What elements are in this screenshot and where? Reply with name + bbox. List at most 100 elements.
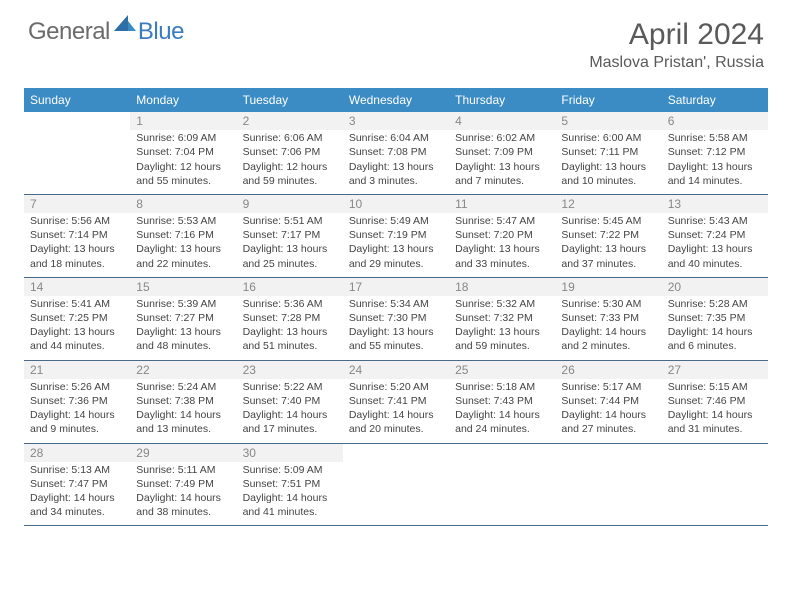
day-number: 14 — [24, 278, 130, 296]
day-number: 28 — [24, 444, 130, 462]
calendar-row: 1Sunrise: 6:09 AMSunset: 7:04 PMDaylight… — [24, 112, 768, 194]
daylight-line-1: Daylight: 14 hours — [136, 491, 230, 505]
calendar-cell: 9Sunrise: 5:51 AMSunset: 7:17 PMDaylight… — [237, 194, 343, 277]
calendar-cell: 29Sunrise: 5:11 AMSunset: 7:49 PMDayligh… — [130, 443, 236, 526]
sunrise-line: Sunrise: 6:00 AM — [561, 131, 655, 145]
daylight-line-1: Daylight: 13 hours — [349, 242, 443, 256]
daylight-line-1: Daylight: 14 hours — [561, 325, 655, 339]
sunset-line: Sunset: 7:28 PM — [243, 311, 337, 325]
daylight-line-1: Daylight: 14 hours — [668, 408, 762, 422]
daylight-line-1: Daylight: 14 hours — [561, 408, 655, 422]
daylight-line-2: and 59 minutes. — [243, 174, 337, 188]
sunrise-line: Sunrise: 5:39 AM — [136, 297, 230, 311]
day-content: Sunrise: 5:39 AMSunset: 7:27 PMDaylight:… — [136, 297, 230, 354]
sunrise-line: Sunrise: 5:11 AM — [136, 463, 230, 477]
day-number: 13 — [662, 195, 768, 213]
day-content: Sunrise: 5:53 AMSunset: 7:16 PMDaylight:… — [136, 214, 230, 271]
daylight-line-1: Daylight: 13 hours — [455, 160, 549, 174]
calendar-cell: 13Sunrise: 5:43 AMSunset: 7:24 PMDayligh… — [662, 194, 768, 277]
day-content: Sunrise: 5:49 AMSunset: 7:19 PMDaylight:… — [349, 214, 443, 271]
sunrise-line: Sunrise: 6:06 AM — [243, 131, 337, 145]
daylight-line-1: Daylight: 13 hours — [136, 325, 230, 339]
day-number: 1 — [130, 112, 236, 130]
sunset-line: Sunset: 7:06 PM — [243, 145, 337, 159]
day-number: 5 — [555, 112, 661, 130]
daylight-line-2: and 55 minutes. — [349, 339, 443, 353]
sunrise-line: Sunrise: 5:20 AM — [349, 380, 443, 394]
sunset-line: Sunset: 7:36 PM — [30, 394, 124, 408]
daylight-line-2: and 7 minutes. — [455, 174, 549, 188]
day-content: Sunrise: 5:41 AMSunset: 7:25 PMDaylight:… — [30, 297, 124, 354]
sunrise-line: Sunrise: 5:45 AM — [561, 214, 655, 228]
day-number: 16 — [237, 278, 343, 296]
daylight-line-2: and 34 minutes. — [30, 505, 124, 519]
day-number: 27 — [662, 361, 768, 379]
calendar-header-row: Sunday Monday Tuesday Wednesday Thursday… — [24, 88, 768, 112]
daylight-line-2: and 44 minutes. — [30, 339, 124, 353]
day-number: 30 — [237, 444, 343, 462]
calendar-cell: 15Sunrise: 5:39 AMSunset: 7:27 PMDayligh… — [130, 277, 236, 360]
weekday-header: Monday — [130, 88, 236, 112]
sunrise-line: Sunrise: 5:30 AM — [561, 297, 655, 311]
weekday-header: Wednesday — [343, 88, 449, 112]
day-content: Sunrise: 5:28 AMSunset: 7:35 PMDaylight:… — [668, 297, 762, 354]
calendar-cell: 18Sunrise: 5:32 AMSunset: 7:32 PMDayligh… — [449, 277, 555, 360]
day-content: Sunrise: 5:51 AMSunset: 7:17 PMDaylight:… — [243, 214, 337, 271]
day-content: Sunrise: 5:30 AMSunset: 7:33 PMDaylight:… — [561, 297, 655, 354]
day-content: Sunrise: 5:17 AMSunset: 7:44 PMDaylight:… — [561, 380, 655, 437]
day-content: Sunrise: 5:15 AMSunset: 7:46 PMDaylight:… — [668, 380, 762, 437]
day-content: Sunrise: 5:43 AMSunset: 7:24 PMDaylight:… — [668, 214, 762, 271]
daylight-line-2: and 10 minutes. — [561, 174, 655, 188]
day-number: 24 — [343, 361, 449, 379]
sunset-line: Sunset: 7:33 PM — [561, 311, 655, 325]
sunset-line: Sunset: 7:24 PM — [668, 228, 762, 242]
daylight-line-2: and 24 minutes. — [455, 422, 549, 436]
sunrise-line: Sunrise: 6:02 AM — [455, 131, 549, 145]
calendar-cell — [24, 112, 130, 194]
logo: General Blue — [28, 18, 184, 46]
sunset-line: Sunset: 7:27 PM — [136, 311, 230, 325]
day-content: Sunrise: 6:00 AMSunset: 7:11 PMDaylight:… — [561, 131, 655, 188]
calendar-cell: 2Sunrise: 6:06 AMSunset: 7:06 PMDaylight… — [237, 112, 343, 194]
daylight-line-2: and 48 minutes. — [136, 339, 230, 353]
day-content: Sunrise: 5:11 AMSunset: 7:49 PMDaylight:… — [136, 463, 230, 520]
calendar-cell: 10Sunrise: 5:49 AMSunset: 7:19 PMDayligh… — [343, 194, 449, 277]
calendar-cell: 11Sunrise: 5:47 AMSunset: 7:20 PMDayligh… — [449, 194, 555, 277]
daylight-line-1: Daylight: 12 hours — [136, 160, 230, 174]
day-content: Sunrise: 5:18 AMSunset: 7:43 PMDaylight:… — [455, 380, 549, 437]
day-content: Sunrise: 6:09 AMSunset: 7:04 PMDaylight:… — [136, 131, 230, 188]
daylight-line-1: Daylight: 13 hours — [243, 325, 337, 339]
day-content: Sunrise: 5:22 AMSunset: 7:40 PMDaylight:… — [243, 380, 337, 437]
sunset-line: Sunset: 7:09 PM — [455, 145, 549, 159]
daylight-line-1: Daylight: 13 hours — [30, 325, 124, 339]
day-number: 20 — [662, 278, 768, 296]
calendar-cell: 12Sunrise: 5:45 AMSunset: 7:22 PMDayligh… — [555, 194, 661, 277]
header: General Blue April 2024 Maslova Pristan'… — [0, 0, 792, 80]
daylight-line-1: Daylight: 14 hours — [243, 491, 337, 505]
calendar-cell: 21Sunrise: 5:26 AMSunset: 7:36 PMDayligh… — [24, 360, 130, 443]
day-content: Sunrise: 5:26 AMSunset: 7:36 PMDaylight:… — [30, 380, 124, 437]
location-label: Maslova Pristan', Russia — [589, 54, 764, 72]
day-number: 29 — [130, 444, 236, 462]
daylight-line-1: Daylight: 13 hours — [30, 242, 124, 256]
calendar-cell — [662, 443, 768, 526]
sunset-line: Sunset: 7:20 PM — [455, 228, 549, 242]
daylight-line-2: and 22 minutes. — [136, 257, 230, 271]
calendar-cell: 27Sunrise: 5:15 AMSunset: 7:46 PMDayligh… — [662, 360, 768, 443]
day-number: 3 — [343, 112, 449, 130]
day-content: Sunrise: 5:56 AMSunset: 7:14 PMDaylight:… — [30, 214, 124, 271]
daylight-line-2: and 59 minutes. — [455, 339, 549, 353]
day-content: Sunrise: 5:45 AMSunset: 7:22 PMDaylight:… — [561, 214, 655, 271]
daylight-line-2: and 41 minutes. — [243, 505, 337, 519]
logo-triangle-icon — [114, 15, 136, 36]
day-content: Sunrise: 5:47 AMSunset: 7:20 PMDaylight:… — [455, 214, 549, 271]
sunrise-line: Sunrise: 5:32 AM — [455, 297, 549, 311]
calendar-row: 21Sunrise: 5:26 AMSunset: 7:36 PMDayligh… — [24, 360, 768, 443]
sunset-line: Sunset: 7:49 PM — [136, 477, 230, 491]
calendar-cell: 24Sunrise: 5:20 AMSunset: 7:41 PMDayligh… — [343, 360, 449, 443]
day-number: 15 — [130, 278, 236, 296]
sunrise-line: Sunrise: 5:58 AM — [668, 131, 762, 145]
day-number: 21 — [24, 361, 130, 379]
daylight-line-1: Daylight: 13 hours — [668, 242, 762, 256]
sunset-line: Sunset: 7:35 PM — [668, 311, 762, 325]
